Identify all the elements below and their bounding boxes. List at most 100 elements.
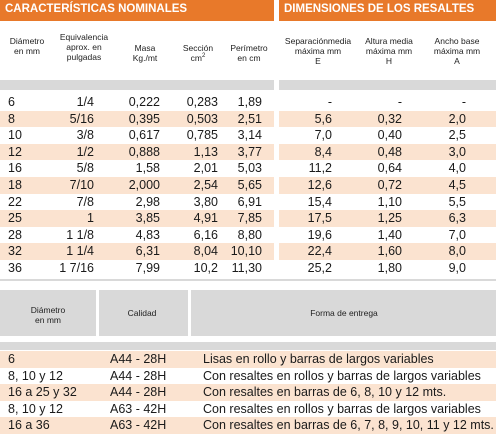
- cell-secc: 0,785: [186, 128, 218, 143]
- cell-h: 0,40: [377, 128, 402, 143]
- resaltes-section-title: DIMENSIONES DE LOS RESALTES: [284, 3, 475, 15]
- table-row: 12 1/2 0,888 1,13 3,77 8,4 0,48 3,0: [0, 143, 496, 161]
- cell-masa: 7,99: [135, 261, 160, 275]
- header-ancho: Ancho base máxima mm A: [433, 36, 481, 66]
- delivery-cell-cal: A44 - 28H: [110, 385, 167, 399]
- table-row: 22 7/8 2,98 3,80 6,91 15,4 1,10 5,5: [0, 194, 496, 211]
- table-row: 32 1 1/4 6,31 8,04 10,10 22,4 1,60 8,0: [0, 243, 496, 260]
- cell-secc: 10,2: [193, 261, 218, 275]
- bottom-header-bg: [0, 290, 496, 336]
- cell-e: -: [327, 95, 332, 109]
- cell-secc: 2,54: [193, 178, 218, 192]
- cell-h: 1,25: [377, 211, 402, 226]
- cell-e: 5,6: [314, 111, 332, 126]
- resaltes-section-bar: DIMENSIONES DE LOS RESALTES: [279, 0, 496, 21]
- delivery-cell-forma: Con resaltes en barras de 6, 7, 8, 9, 10…: [203, 418, 494, 432]
- cell-masa: 3,85: [135, 211, 160, 226]
- header-separator-left: [0, 80, 274, 90]
- cell-h: 1,80: [377, 261, 402, 275]
- cell-d: 32: [8, 244, 22, 259]
- bottom-header-calidad: Calidad: [127, 308, 157, 318]
- cell-perim: 2,51: [237, 111, 262, 126]
- bottom-header-forma: Forma de entrega: [310, 308, 378, 318]
- cell-masa: 0,395: [128, 111, 160, 126]
- cell-secc: 0,503: [186, 111, 218, 126]
- cell-d: 18: [8, 178, 22, 192]
- cell-pulg: 7/8: [76, 194, 94, 209]
- cell-d: 12: [8, 144, 22, 159]
- cell-e: 8,4: [314, 144, 332, 159]
- cell-perim: 5,03: [237, 161, 262, 176]
- cell-d: 22: [8, 194, 22, 209]
- cell-pulg: 7/10: [69, 178, 94, 192]
- cell-pulg: 1 1/8: [66, 227, 94, 242]
- header-diametro: Diámetro en mm: [9, 36, 45, 56]
- delivery-row: 8, 10 y 12 A63 - 42H Con resaltes en rollo…: [0, 401, 496, 418]
- header-equivalencia: Equivalencia aprox. en pulgadas: [59, 32, 109, 62]
- bottom-header-divider: [188, 290, 191, 336]
- bottom-separator: [0, 342, 496, 350]
- delivery-row: 6 A44 - 28H Lisas en rollo y barras de lar…: [0, 351, 496, 368]
- cell-a: 7,0: [448, 227, 466, 242]
- cell-d: 36: [8, 261, 22, 275]
- cell-a: 8,0: [448, 244, 466, 259]
- cell-e: 11,2: [308, 161, 332, 176]
- delivery-cell-cal: A44 - 28H: [110, 368, 167, 383]
- cell-perim: 11,30: [231, 261, 262, 275]
- cell-a: 2,5: [448, 128, 466, 143]
- cell-masa: 2,000: [128, 178, 160, 192]
- cell-masa: 1,58: [135, 161, 160, 176]
- cell-secc: 6,16: [193, 227, 218, 242]
- delivery-cell-d: 8, 10 y 12: [8, 368, 63, 383]
- column-divider: [274, 94, 279, 277]
- cell-perim: 3,77: [237, 144, 262, 159]
- table-row: 18 7/10 2,000 2,54 5,65 12,6 0,72 4,5: [0, 177, 496, 194]
- cell-perim: 5,65: [237, 178, 262, 192]
- table-row: 8 5/16 0,395 0,503 2,51 5,6 0,32 2,0: [0, 110, 496, 128]
- cell-e: 22,4: [307, 244, 332, 259]
- cell-pulg: 5/8: [76, 161, 94, 176]
- delivery-cell-d: 6: [8, 352, 15, 366]
- cell-d: 25: [8, 211, 22, 226]
- header-perimetro: Perímetro en cm: [230, 43, 268, 63]
- cell-secc: 4,91: [193, 211, 218, 226]
- table-row: 6 1/4 0,222 0,283 1,89 - - -: [0, 94, 496, 111]
- cell-h: -: [397, 95, 402, 109]
- cell-e: 25,2: [307, 261, 332, 275]
- header-seccion: Sección cm2: [182, 43, 214, 63]
- cell-masa: 6,31: [135, 244, 160, 259]
- cell-secc: 1,13: [193, 144, 218, 159]
- cell-e: 7,0: [314, 128, 332, 143]
- delivery-cell-cal: A63 - 42H: [110, 401, 167, 416]
- cell-pulg: 3/8: [76, 128, 94, 143]
- delivery-row: 8, 10 y 12 A44 - 28H Con resaltes en rollo…: [0, 368, 496, 385]
- cell-h: 0,48: [377, 144, 402, 159]
- cell-secc: 3,80: [193, 194, 218, 209]
- delivery-row: 16 a 36 A63 - 42H Con resaltes en barras d…: [0, 417, 496, 434]
- cell-d: 8: [8, 111, 15, 126]
- cell-perim: 3,14: [237, 128, 262, 143]
- cell-secc: 2,01: [193, 161, 218, 176]
- cell-a: 9,0: [448, 261, 466, 275]
- cell-a: 2,0: [448, 111, 466, 126]
- cell-h: 1,10: [377, 194, 402, 209]
- cell-e: 17,5: [307, 211, 332, 226]
- cell-h: 1,60: [377, 244, 402, 259]
- cell-masa: 4,83: [135, 227, 160, 242]
- table-row: 16 5/8 1,58 2,01 5,03 11,2 0,64 4,0: [0, 160, 496, 177]
- delivery-cell-cal: A44 - 28H: [110, 352, 167, 366]
- cell-masa: 2,98: [135, 194, 160, 209]
- nominal-section-title: CARACTERÍSTICAS NOMINALES: [5, 3, 188, 15]
- cell-e: 15,4: [307, 194, 332, 209]
- bottom-header-divider: [96, 290, 99, 336]
- cell-a: 4,0: [448, 161, 466, 176]
- cell-pulg: 1 1/4: [66, 244, 94, 259]
- cell-d: 28: [8, 227, 22, 242]
- table-row: 25 1 3,85 4,91 7,85 17,5 1,25 6,3: [0, 210, 496, 227]
- delivery-cell-d: 16 a 36: [8, 418, 50, 432]
- table-row: 28 1 1/8 4,83 6,16 8,80 19,6 1,40 7,0: [0, 227, 496, 244]
- cell-a: -: [461, 95, 466, 109]
- bottom-header-diametro: Diámetro en mm: [30, 305, 66, 325]
- cell-pulg: 5/16: [69, 111, 94, 126]
- cell-d: 6: [8, 95, 15, 109]
